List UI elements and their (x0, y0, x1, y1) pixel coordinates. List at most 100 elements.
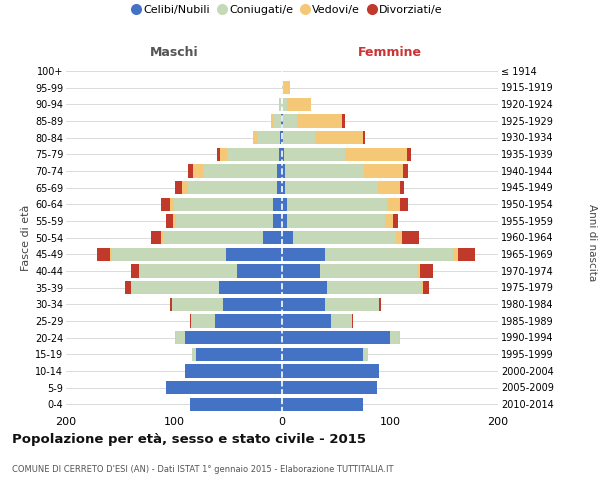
Bar (363, 131, 365, 144)
Bar (125, 281, 131, 294)
Bar (282, 164, 285, 177)
Bar (185, 331, 282, 344)
Bar (182, 181, 188, 194)
Bar (378, 181, 400, 194)
Bar (193, 164, 203, 177)
Bar (220, 148, 227, 161)
Bar (417, 264, 420, 278)
Bar (385, 214, 393, 228)
Bar (131, 281, 220, 294)
Bar (284, 81, 290, 94)
Bar (279, 98, 280, 111)
Bar (282, 364, 379, 378)
Bar (236, 264, 282, 278)
Text: Anni di nascita: Anni di nascita (587, 204, 597, 281)
Bar (185, 364, 282, 378)
Bar (364, 164, 403, 177)
Bar (253, 131, 258, 144)
Bar (325, 248, 452, 261)
Bar (175, 181, 182, 194)
Bar (215, 314, 282, 328)
Bar (282, 264, 320, 278)
Text: Femmine: Femmine (358, 46, 422, 59)
Bar (220, 281, 282, 294)
Bar (188, 181, 277, 194)
Text: Maschi: Maschi (149, 46, 199, 59)
Bar (271, 114, 274, 128)
Bar (176, 331, 185, 344)
Bar (400, 198, 409, 211)
Bar (274, 114, 281, 128)
Bar (297, 114, 343, 128)
Bar (287, 98, 311, 111)
Bar (226, 248, 282, 261)
Bar (258, 131, 280, 144)
Bar (277, 181, 282, 194)
Bar (282, 398, 363, 411)
Bar (379, 298, 382, 311)
Bar (458, 248, 475, 261)
Bar (393, 214, 398, 228)
Bar (203, 164, 277, 177)
Bar (188, 164, 193, 177)
Bar (161, 231, 163, 244)
Bar (172, 298, 223, 311)
Bar (400, 181, 404, 194)
Bar (280, 131, 282, 144)
Bar (390, 331, 398, 344)
Bar (282, 314, 331, 328)
Bar (110, 248, 112, 261)
Bar (282, 81, 284, 94)
Text: Popolazione per età, sesso e stato civile - 2015: Popolazione per età, sesso e stato civil… (12, 432, 366, 446)
Bar (285, 164, 364, 177)
Bar (174, 198, 274, 211)
Bar (170, 298, 172, 311)
Bar (277, 164, 282, 177)
Bar (112, 248, 226, 261)
Bar (281, 114, 282, 128)
Bar (161, 198, 170, 211)
Bar (402, 231, 419, 244)
Bar (316, 131, 363, 144)
Bar (280, 98, 282, 111)
Bar (175, 331, 176, 344)
Bar (283, 114, 297, 128)
Bar (325, 298, 379, 311)
Bar (282, 198, 287, 211)
Bar (217, 148, 220, 161)
Bar (282, 114, 283, 128)
Bar (282, 248, 325, 261)
Bar (282, 98, 287, 111)
Bar (176, 214, 274, 228)
Bar (170, 198, 174, 211)
Bar (223, 298, 282, 311)
Bar (282, 381, 377, 394)
Bar (139, 264, 236, 278)
Bar (282, 131, 283, 144)
Bar (151, 231, 161, 244)
Bar (190, 314, 191, 328)
Bar (191, 314, 215, 328)
Bar (403, 164, 409, 177)
Bar (344, 148, 407, 161)
Bar (166, 214, 173, 228)
Y-axis label: Fasce di età: Fasce di età (20, 204, 31, 270)
Bar (420, 264, 433, 278)
Bar (282, 298, 325, 311)
Bar (407, 148, 410, 161)
Bar (193, 348, 196, 361)
Bar (173, 214, 176, 228)
Bar (163, 231, 263, 244)
Bar (190, 398, 282, 411)
Bar (279, 148, 282, 161)
Bar (293, 231, 397, 244)
Bar (452, 248, 458, 261)
Bar (287, 214, 385, 228)
Bar (196, 348, 282, 361)
Bar (282, 214, 287, 228)
Bar (343, 114, 344, 128)
Bar (227, 148, 279, 161)
Bar (287, 198, 387, 211)
Bar (282, 231, 293, 244)
Bar (131, 264, 139, 278)
